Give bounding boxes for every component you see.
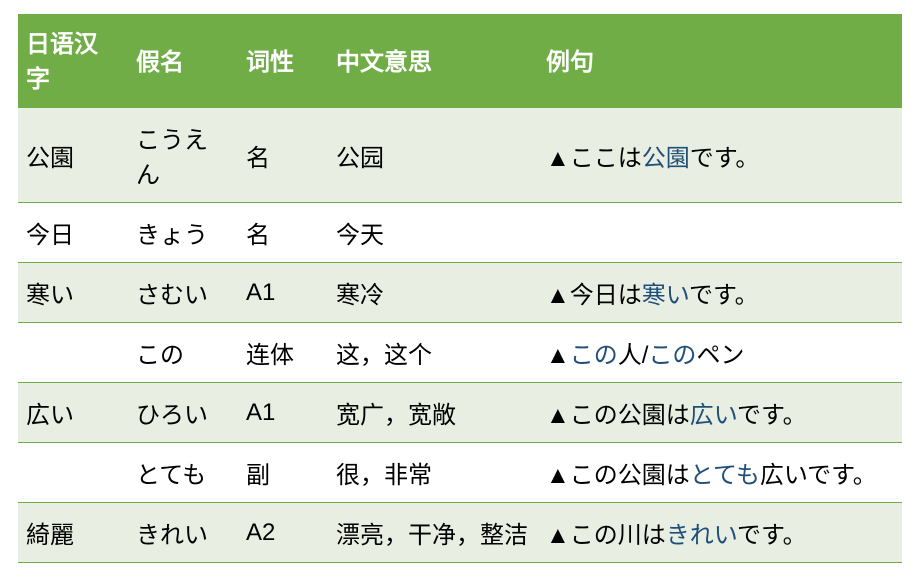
example-text: ▲この公園は [546,402,690,429]
cell-kana: ひろい [128,383,238,443]
col-header-kana: 假名 [128,14,238,107]
example-highlight: 公園 [642,145,690,172]
example-text: 人/ [618,342,649,369]
cell-kanji [18,323,128,383]
cell-example: ▲この人/このペン [538,323,902,383]
table-row: 広いひろいA1宽广，宽敞▲この公園は広いです。 [18,383,902,443]
example-text: 広いです。 [760,462,877,489]
example-highlight: 広い [690,402,737,429]
cell-example: ▲ここは公園です。 [538,107,902,203]
example-text: ▲今日は [546,282,642,309]
example-text: ▲この川は [546,522,666,549]
cell-example: ▲この川はきれいです。 [538,503,902,563]
example-text: です。 [737,402,807,429]
cell-kanji: 広い [18,383,128,443]
example-text: です。 [689,282,759,309]
cell-kana: こうえん [128,107,238,203]
example-highlight: とても [690,462,760,489]
cell-kana: とても [128,443,238,503]
table-row: 今日きょう名今天 [18,203,902,263]
example-text: です。 [690,145,760,172]
table-header-row: 日语汉字 假名 词性 中文意思 例句 [18,14,902,107]
vocabulary-table: 日语汉字 假名 词性 中文意思 例句 公園こうえん名公园▲ここは公園です。今日き… [18,14,902,563]
cell-example: ▲この公園はとても広いです。 [538,443,902,503]
cell-pos: A1 [238,263,328,323]
example-text: ▲ここは [546,145,642,172]
table-row: 寒いさむいA1寒冷▲今日は寒いです。 [18,263,902,323]
cell-kana: さむい [128,263,238,323]
example-text: ▲ [546,342,570,369]
cell-meaning: 很，非常 [328,443,538,503]
cell-kana: きょう [128,203,238,263]
table-body: 公園こうえん名公园▲ここは公園です。今日きょう名今天寒いさむいA1寒冷▲今日は寒… [18,107,902,563]
cell-pos: 连体 [238,323,328,383]
cell-example: ▲この公園は広いです。 [538,383,902,443]
cell-kanji: 綺麗 [18,503,128,563]
cell-meaning: 宽广，宽敞 [328,383,538,443]
cell-pos: A1 [238,383,328,443]
cell-kanji: 公園 [18,107,128,203]
cell-pos: 名 [238,203,328,263]
example-highlight: 寒い [642,282,689,309]
table-row: この连体这，这个▲この人/このペン [18,323,902,383]
example-text: です。 [737,522,807,549]
example-highlight: この [570,342,618,369]
example-text: ペン [696,342,744,369]
cell-kanji: 寒い [18,263,128,323]
cell-meaning: 寒冷 [328,263,538,323]
cell-kanji: 今日 [18,203,128,263]
cell-meaning: 今天 [328,203,538,263]
cell-meaning: 这，这个 [328,323,538,383]
cell-example: ▲今日は寒いです。 [538,263,902,323]
example-highlight: きれい [666,522,737,549]
cell-kana: この [128,323,238,383]
table-row: 綺麗きれいA2漂亮，干净，整洁▲この川はきれいです。 [18,503,902,563]
col-header-kanji: 日语汉字 [18,14,128,107]
cell-kana: きれい [128,503,238,563]
col-header-meaning: 中文意思 [328,14,538,107]
table-row: とても副很，非常▲この公園はとても広いです。 [18,443,902,503]
col-header-example: 例句 [538,14,902,107]
cell-example [538,203,902,263]
table-row: 公園こうえん名公园▲ここは公園です。 [18,107,902,203]
cell-pos: 副 [238,443,328,503]
col-header-pos: 词性 [238,14,328,107]
cell-pos: A2 [238,503,328,563]
example-text: ▲この公園は [546,462,690,489]
cell-kanji [18,443,128,503]
cell-meaning: 公园 [328,107,538,203]
cell-meaning: 漂亮，干净，整洁 [328,503,538,563]
cell-pos: 名 [238,107,328,203]
example-highlight: この [648,342,696,369]
